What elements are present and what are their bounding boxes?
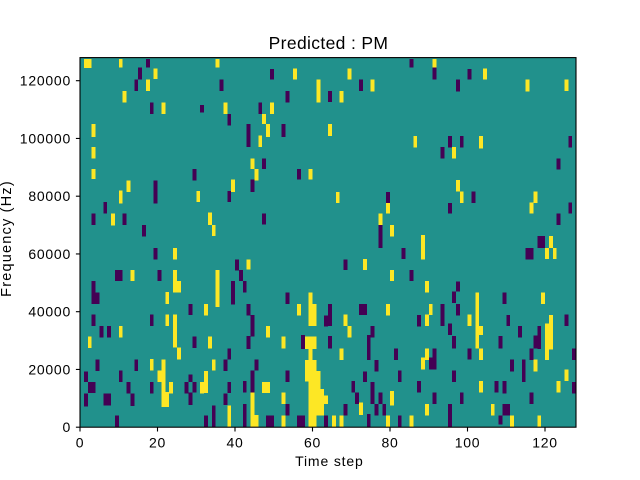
svg-text:20: 20 — [149, 434, 166, 450]
svg-text:0: 0 — [76, 434, 85, 450]
svg-text:80: 80 — [381, 434, 398, 450]
svg-text:40000: 40000 — [28, 304, 71, 320]
svg-text:120: 120 — [532, 434, 558, 450]
svg-text:Time step: Time step — [295, 453, 364, 469]
svg-text:Predicted : PM: Predicted : PM — [269, 33, 389, 53]
svg-text:Frequency (Hz): Frequency (Hz) — [0, 180, 15, 297]
svg-text:60: 60 — [304, 434, 321, 450]
svg-text:120000: 120000 — [20, 73, 71, 89]
svg-text:60000: 60000 — [28, 246, 71, 262]
svg-text:20000: 20000 — [28, 361, 71, 377]
svg-text:100000: 100000 — [20, 130, 71, 146]
svg-text:80000: 80000 — [28, 188, 71, 204]
svg-text:40: 40 — [226, 434, 243, 450]
svg-text:0: 0 — [62, 419, 71, 435]
svg-text:100: 100 — [455, 434, 481, 450]
